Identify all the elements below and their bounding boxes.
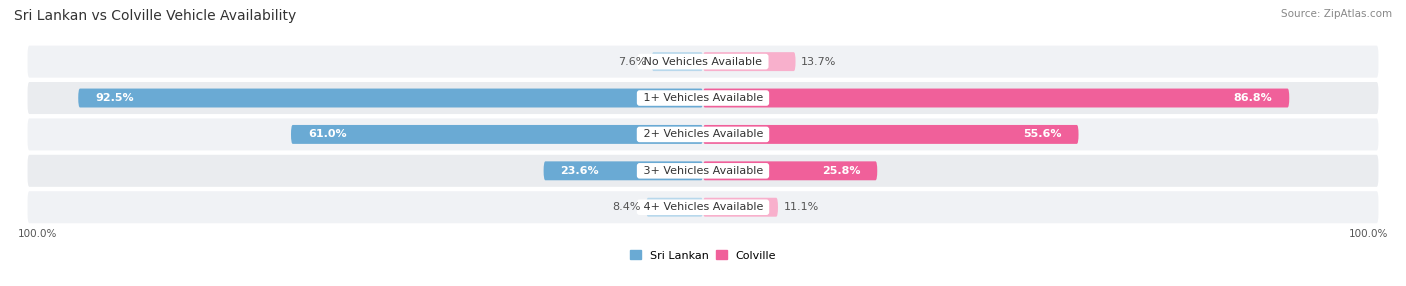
Text: 3+ Vehicles Available: 3+ Vehicles Available: [640, 166, 766, 176]
FancyBboxPatch shape: [28, 155, 1378, 187]
FancyBboxPatch shape: [647, 198, 703, 217]
Text: 55.6%: 55.6%: [1024, 130, 1062, 139]
FancyBboxPatch shape: [28, 45, 1378, 78]
FancyBboxPatch shape: [28, 82, 1378, 114]
Text: 25.8%: 25.8%: [823, 166, 860, 176]
FancyBboxPatch shape: [28, 118, 1378, 150]
Text: No Vehicles Available: No Vehicles Available: [640, 57, 766, 67]
Legend: Sri Lankan, Colville: Sri Lankan, Colville: [626, 246, 780, 265]
Text: 4+ Vehicles Available: 4+ Vehicles Available: [640, 202, 766, 212]
FancyBboxPatch shape: [28, 191, 1378, 223]
Text: 7.6%: 7.6%: [617, 57, 647, 67]
FancyBboxPatch shape: [291, 125, 703, 144]
Text: 11.1%: 11.1%: [783, 202, 818, 212]
Text: 86.8%: 86.8%: [1233, 93, 1272, 103]
Text: 92.5%: 92.5%: [96, 93, 134, 103]
Text: 23.6%: 23.6%: [561, 166, 599, 176]
Text: 61.0%: 61.0%: [308, 130, 346, 139]
FancyBboxPatch shape: [703, 198, 778, 217]
Text: 2+ Vehicles Available: 2+ Vehicles Available: [640, 130, 766, 139]
Text: 100.0%: 100.0%: [17, 229, 56, 239]
Text: 13.7%: 13.7%: [801, 57, 837, 67]
FancyBboxPatch shape: [651, 52, 703, 71]
Text: 1+ Vehicles Available: 1+ Vehicles Available: [640, 93, 766, 103]
Text: 100.0%: 100.0%: [1350, 229, 1389, 239]
FancyBboxPatch shape: [79, 89, 703, 108]
Text: Sri Lankan vs Colville Vehicle Availability: Sri Lankan vs Colville Vehicle Availabil…: [14, 9, 297, 23]
FancyBboxPatch shape: [703, 161, 877, 180]
Text: 8.4%: 8.4%: [613, 202, 641, 212]
FancyBboxPatch shape: [703, 52, 796, 71]
FancyBboxPatch shape: [703, 125, 1078, 144]
FancyBboxPatch shape: [544, 161, 703, 180]
FancyBboxPatch shape: [703, 89, 1289, 108]
Text: Source: ZipAtlas.com: Source: ZipAtlas.com: [1281, 9, 1392, 19]
